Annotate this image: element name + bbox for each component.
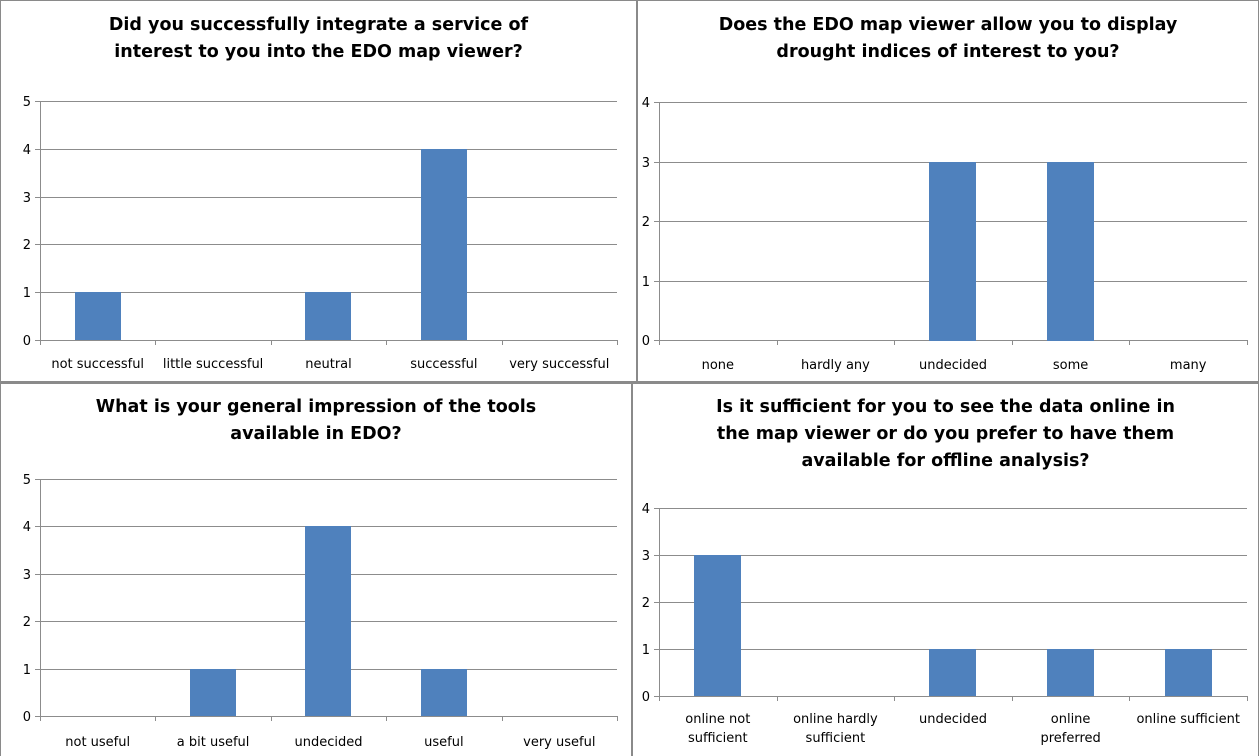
x-tick-label: online sufficient — [1136, 712, 1239, 727]
chart-title-line: What is your general impression of the t… — [95, 397, 537, 417]
bar — [929, 649, 976, 696]
chart-title-line: interest to you into the EDO map viewer? — [114, 42, 523, 62]
y-tick-label: 5 — [23, 473, 31, 488]
chart-title: What is your general impression of the t… — [0, 394, 632, 448]
divider-top-vertical — [636, 0, 638, 382]
bar — [421, 669, 467, 716]
chart-title-line: Did you successfully integrate a service… — [108, 15, 529, 35]
chart-title: Did you successfully integrate a service… — [0, 12, 637, 66]
chart-title-line: available in EDO? — [230, 424, 402, 444]
x-tick-label: undecided — [295, 735, 363, 750]
border-left — [0, 0, 1, 756]
x-tick-label: sufficient — [688, 731, 748, 746]
y-tick-label: 2 — [642, 215, 650, 230]
bar — [75, 292, 121, 340]
y-tick-label: 1 — [642, 275, 650, 290]
y-tick-label: 1 — [642, 643, 650, 658]
y-tick-label: 0 — [23, 710, 31, 725]
bar — [305, 292, 351, 340]
chart-title-line: available for offline analysis? — [801, 451, 1090, 471]
y-tick-label: 4 — [23, 143, 31, 158]
chart-panel-integration: Did you successfully integrate a service… — [0, 0, 637, 382]
chart-svg: 0 1 2 3 4 none hardly any undecided some many — [642, 96, 1248, 373]
bar — [1047, 649, 1094, 696]
bar — [305, 526, 351, 716]
divider-horizontal — [0, 381, 1259, 384]
divider-bottom-vertical — [631, 383, 633, 756]
chart-title: Does the EDO map viewer allow you to dis… — [637, 12, 1259, 66]
y-tick-label: 0 — [23, 334, 31, 349]
chart-title-line: the map viewer or do you prefer to have … — [716, 424, 1175, 444]
y-tick-label: 3 — [23, 568, 31, 583]
x-tick-label: very successful — [509, 357, 609, 372]
y-tick-label: 0 — [642, 334, 650, 349]
chart-title: Is it sufficient for you to see the data… — [632, 394, 1259, 475]
y-tick-label: 0 — [642, 690, 650, 705]
y-tick-label: 3 — [642, 549, 650, 564]
x-tick-label: online — [1051, 712, 1091, 727]
x-tick-label: successful — [410, 357, 477, 372]
x-tick-label: useful — [424, 735, 463, 750]
bar — [190, 669, 236, 716]
y-tick-label: 1 — [23, 663, 31, 678]
y-tick-label: 3 — [642, 156, 650, 171]
y-tick-label: 3 — [23, 191, 31, 206]
x-tick-label: sufficient — [806, 731, 866, 746]
x-tick-label: online not — [685, 712, 750, 727]
y-tick-label: 2 — [23, 615, 31, 630]
bar — [1165, 649, 1212, 696]
bar — [929, 162, 976, 341]
x-tick-label: neutral — [305, 357, 352, 372]
y-tick-label: 1 — [23, 286, 31, 301]
border-top — [0, 0, 1259, 1]
chart-svg: 0 1 2 3 4 5 not useful a bit useful undecided use… — [23, 473, 618, 750]
chart-panel-online-offline: Is it sufficient for you to see the data… — [632, 382, 1259, 756]
x-tick-label: hardly any — [801, 358, 870, 373]
chart-title-line: Is it sufficient for you to see the data… — [716, 397, 1175, 417]
x-tick-label: little successful — [163, 357, 263, 372]
x-tick-label: many — [1170, 358, 1207, 373]
x-tick-label: undecided — [919, 712, 987, 727]
y-tick-label: 4 — [642, 96, 650, 111]
chart-svg: 0 1 2 3 4 5 not successful little successful neu… — [23, 95, 618, 372]
bar — [694, 555, 741, 696]
x-tick-label: some — [1053, 358, 1088, 373]
bar — [1047, 162, 1094, 341]
chart-title-line: drought indices of interest to you? — [776, 42, 1120, 62]
chart-svg: 0 1 2 3 4 online not sufficient online hardly su… — [642, 502, 1248, 746]
y-tick-label: 2 — [23, 238, 31, 253]
x-tick-label: very useful — [523, 735, 595, 750]
y-tick-label: 2 — [642, 596, 650, 611]
x-tick-label: a bit useful — [177, 735, 250, 750]
y-tick-label: 5 — [23, 95, 31, 110]
x-tick-label: undecided — [919, 358, 987, 373]
y-tick-label: 4 — [642, 502, 650, 517]
chart-title-line: Does the EDO map viewer allow you to dis… — [718, 15, 1178, 35]
x-tick-label: preferred — [1040, 731, 1100, 746]
y-tick-label: 4 — [23, 520, 31, 535]
x-tick-label: online hardly — [793, 712, 878, 727]
x-tick-label: not useful — [65, 735, 130, 750]
chart-panel-drought-indices: Does the EDO map viewer allow you to dis… — [637, 0, 1259, 382]
x-tick-label: none — [702, 358, 734, 373]
bar — [421, 149, 467, 340]
x-tick-label: not successful — [51, 357, 144, 372]
chart-panel-tools-impression: What is your general impression of the t… — [0, 382, 632, 756]
